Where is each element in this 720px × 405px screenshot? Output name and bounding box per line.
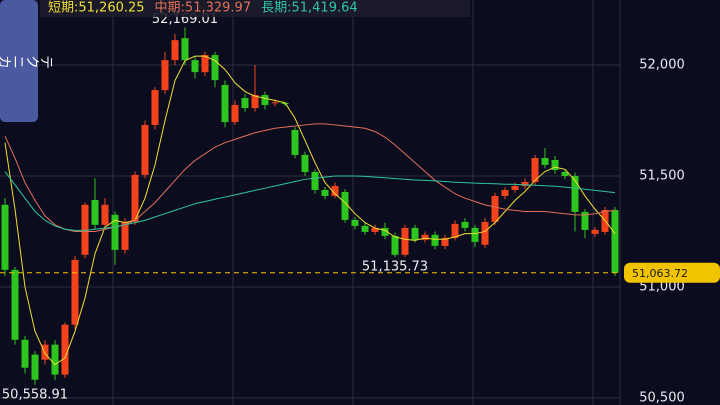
legend-bar [40,0,470,17]
candle-body [271,102,279,104]
candle-body [141,124,149,175]
moving-average-line [4,55,616,366]
candle-body [311,171,319,190]
candle-body [1,204,9,270]
candle-body [221,84,229,123]
candle-body [551,160,559,170]
candle-body [111,214,119,250]
legend-entry: 中期:51,329.97 [155,1,252,16]
candle-body [381,227,389,236]
moving-average-line [4,171,616,231]
candle-body [351,219,359,226]
candle-body [51,344,59,375]
candle-body [401,227,409,255]
candle-body [121,221,129,250]
candle-body [171,40,179,61]
legend: 短期:51,260.25 中期:51,329.97 長期:51,419.64 [48,1,358,16]
technical-button[interactable] [0,0,38,122]
candle-body [251,94,259,109]
candle-body [131,174,139,222]
candle-body [231,104,239,123]
candle-body [41,344,49,360]
candle-body [581,211,589,230]
candle-body [81,204,89,255]
candle-body [321,189,329,196]
candle-body [561,171,569,176]
candle-body [301,154,309,172]
last-price-tag [624,262,720,283]
candle-body [101,204,109,225]
candle-body [91,199,99,225]
candle-body [31,354,39,380]
candle-body [291,130,299,155]
candle-body [71,259,79,325]
candle-body [241,98,249,109]
legend-entry: 長期:51,419.64 [261,1,358,16]
moving-average-line [4,123,616,232]
candle-body [391,235,399,255]
candle-body [431,234,439,246]
extreme-label: 50,558.91 [2,387,68,402]
candle-body [161,60,169,91]
candle-body [471,227,479,242]
candle-body [181,38,189,61]
candle-body [611,209,619,273]
candle-body [511,185,519,190]
candle-body [541,158,549,165]
candle-body [151,90,159,125]
candle-body [361,225,369,232]
candle-body [451,223,459,238]
candle-body [21,339,29,368]
legend-entry: 短期:51,260.25 [48,1,145,16]
candle-body [481,221,489,245]
last-price-label: 51,063.72 [632,267,688,280]
y-tick-label: 51,000 [639,279,685,294]
candle-body [11,269,19,340]
candle-body [491,195,499,222]
y-tick-label: 52,000 [639,58,685,73]
candle-body [201,55,209,73]
candle-body [501,189,509,196]
candle-body [421,234,429,240]
candle-body [341,191,349,220]
candle-body [61,324,69,375]
candle-body [211,55,219,81]
candle-body [531,158,539,182]
candle-body [191,60,199,73]
vertical-grid [112,0,594,405]
candle-body [411,227,419,240]
candle-body [591,229,599,234]
candle-body [521,181,529,186]
candle-body [461,221,469,228]
candle-body [331,185,339,196]
y-tick-label: 50,500 [639,390,685,405]
candle-body [261,94,269,105]
y-tick-label: 51,500 [639,168,685,183]
candle-body [371,227,379,232]
candle-body [571,175,579,212]
candle-body [441,237,449,246]
technical-button-label[interactable]: テクニカル [0,53,54,69]
extreme-label: 51,135.73 [362,259,428,274]
